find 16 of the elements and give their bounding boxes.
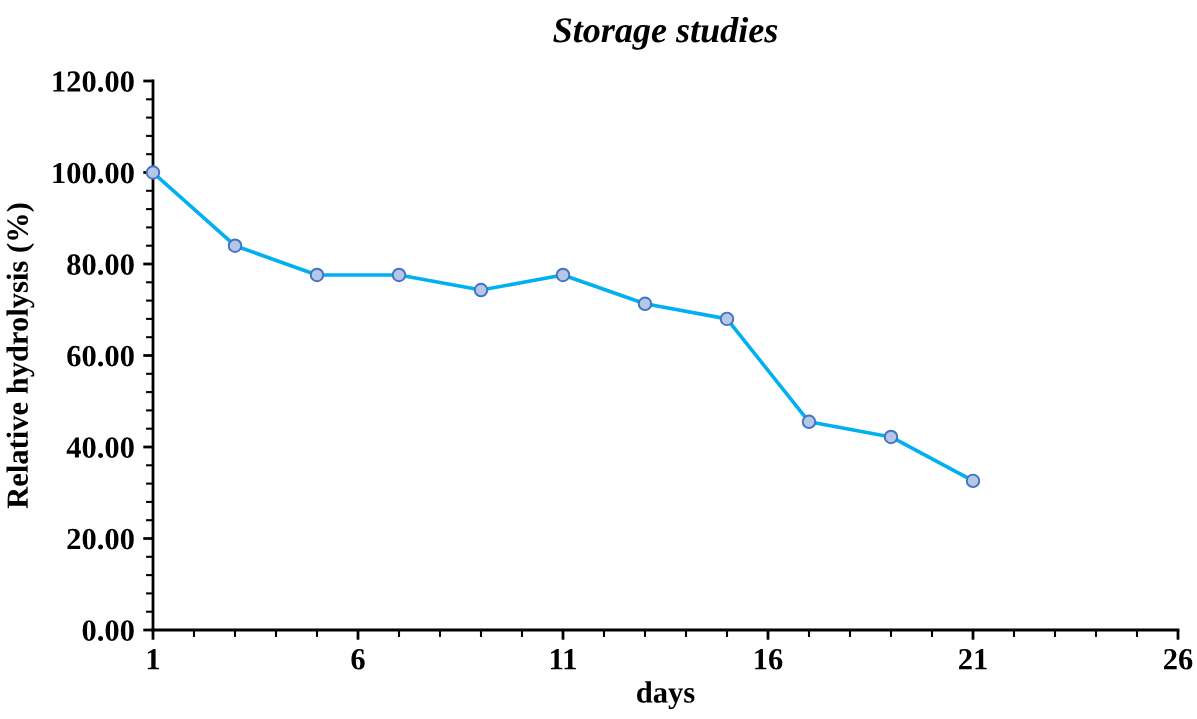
y-tick-label: 120.00 — [53, 71, 134, 93]
y-tick-label: 100.00 — [53, 162, 134, 184]
y-tick-label: 60.00 — [67, 345, 134, 367]
chart-title: Storage studies — [553, 17, 778, 50]
x-axis-title: days — [637, 681, 695, 710]
x-tick-label: 16 — [755, 649, 783, 670]
x-tick-label: 21 — [959, 649, 987, 670]
y-tick-label: 40.00 — [66, 437, 134, 459]
x-tick-label: 6 — [351, 649, 365, 670]
y-tick-label: 20.00 — [67, 528, 134, 550]
y-tick-label: 80.00 — [67, 254, 134, 276]
y-tick-label: 0.00 — [82, 620, 134, 642]
x-tick-label: 26 — [1164, 649, 1193, 670]
y-axis-title: Relative hydrolysis (%) — [6, 203, 35, 509]
x-tick-label: 11 — [551, 649, 576, 670]
x-tick-label: 1 — [147, 649, 160, 670]
